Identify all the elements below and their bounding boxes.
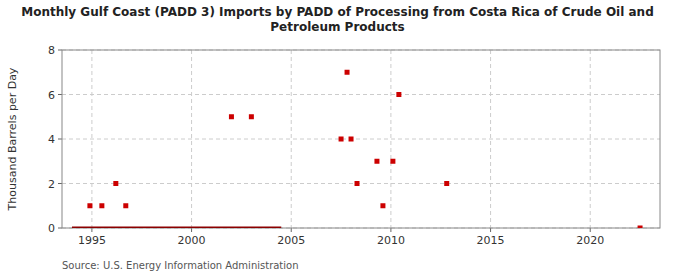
chart-svg: Monthly Gulf Coast (PADD 3) Imports by P… — [0, 0, 675, 275]
x-grid-line — [291, 50, 292, 228]
marks — [72, 70, 643, 228]
y-tick-label: 4 — [48, 133, 55, 146]
x-grid-line — [390, 50, 391, 228]
x-tick-label: 2020 — [576, 234, 604, 247]
y-grid-line — [62, 94, 660, 95]
y-tick — [58, 50, 62, 51]
scatter-point — [349, 137, 354, 142]
y-tick-label: 6 — [48, 89, 55, 102]
scatter-point — [345, 70, 350, 75]
scatter-point — [339, 137, 344, 142]
title: Monthly Gulf Coast (PADD 3) Imports by P… — [21, 5, 653, 34]
y-tick — [58, 94, 62, 95]
y-grid-line — [62, 139, 660, 140]
y-tick — [58, 139, 62, 140]
y-axis-label: Thousand Barrels per Day — [6, 67, 19, 211]
scatter-point — [229, 114, 234, 119]
axes: 0 2 4 6 8 1995 2000 2005 2010 2015 2020 — [48, 44, 660, 247]
x-grid-line — [490, 50, 491, 228]
title-line: Monthly Gulf Coast (PADD 3) Imports by P… — [21, 5, 653, 19]
x-tick — [91, 228, 92, 232]
x-tick-label: 2005 — [277, 234, 305, 247]
x-tick-label: 2000 — [178, 234, 206, 247]
x-tick — [291, 228, 292, 232]
y-tick-label: 2 — [48, 178, 55, 191]
y-tick-label: 0 — [48, 222, 55, 235]
scatter-point — [113, 181, 118, 186]
scatter-point — [87, 203, 92, 208]
x-tick — [590, 228, 591, 232]
scatter-point — [380, 203, 385, 208]
scatter-point — [390, 159, 395, 164]
line-series — [72, 227, 281, 229]
x-tick-label: 1995 — [78, 234, 106, 247]
scatter-point — [396, 92, 401, 97]
scatter-point — [249, 114, 254, 119]
scatter-point — [444, 181, 449, 186]
chart-container: Monthly Gulf Coast (PADD 3) Imports by P… — [0, 0, 675, 275]
grid — [62, 50, 660, 228]
y-tick-label: 8 — [48, 44, 55, 57]
title-line: Petroleum Products — [270, 20, 404, 34]
y-grid-line — [62, 183, 660, 184]
y-tick — [58, 228, 62, 229]
scatter-point — [638, 226, 643, 229]
scatter-point — [99, 203, 104, 208]
x-tick — [191, 228, 192, 232]
x-grid-line — [590, 50, 591, 228]
source-note: Source: U.S. Energy Information Administ… — [62, 260, 299, 271]
x-tick-label: 2010 — [377, 234, 405, 247]
scatter-point — [123, 203, 128, 208]
x-grid-line — [191, 50, 192, 228]
y-tick — [58, 183, 62, 184]
x-tick-label: 2015 — [477, 234, 505, 247]
x-grid-line — [91, 50, 92, 228]
x-tick — [390, 228, 391, 232]
scatter-point — [374, 159, 379, 164]
x-tick — [490, 228, 491, 232]
plot-frame — [62, 50, 660, 228]
scatter-point — [355, 181, 360, 186]
